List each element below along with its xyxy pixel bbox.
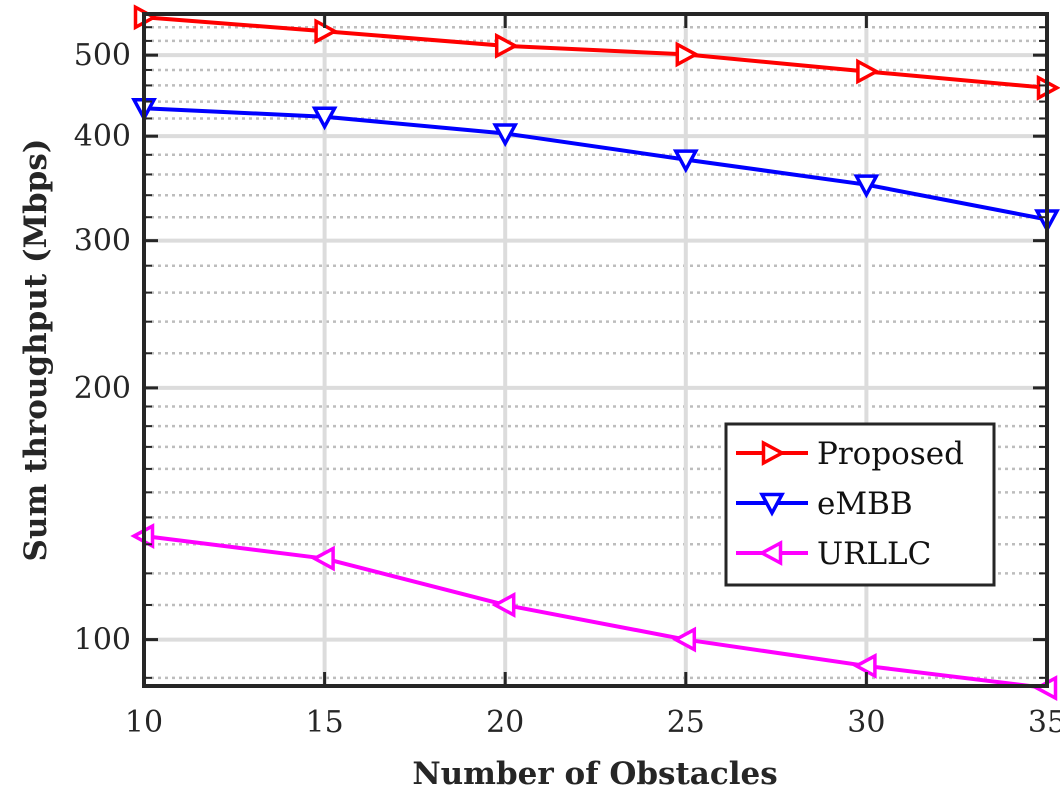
data-point-urllc bbox=[491, 592, 516, 618]
x-tick-label: 35 bbox=[1028, 705, 1060, 740]
y-tick-labels: 100 200 300 400 500 bbox=[74, 38, 131, 657]
data-point-urllc bbox=[310, 545, 335, 572]
x-tick-label: 15 bbox=[306, 705, 344, 740]
legend: Proposed eMBB URLLC bbox=[724, 422, 996, 587]
x-tick-label: 10 bbox=[125, 705, 163, 740]
series-line-embb bbox=[143, 106, 1048, 222]
legend-item-proposed: Proposed bbox=[736, 436, 964, 472]
data-point-embb bbox=[672, 149, 699, 174]
x-tick-label: 25 bbox=[667, 705, 705, 740]
series-embb bbox=[131, 97, 1060, 234]
series-line-proposed bbox=[143, 15, 1048, 90]
series-line-urllc bbox=[143, 534, 1048, 691]
series-layer bbox=[130, 4, 1060, 702]
legend-marker-embb bbox=[759, 492, 785, 517]
legend-label-embb: eMBB bbox=[817, 486, 913, 522]
y-axis-label: Sum throughput (Mbps) bbox=[18, 139, 54, 562]
data-point-proposed bbox=[856, 58, 881, 85]
tick-marks bbox=[142, 13, 1049, 686]
data-point-embb bbox=[492, 123, 519, 148]
plot-frame bbox=[142, 12, 1049, 688]
x-tick-label: 30 bbox=[847, 705, 885, 740]
data-point-urllc bbox=[672, 626, 697, 653]
data-point-embb bbox=[311, 106, 338, 131]
y-tick-label: 500 bbox=[74, 38, 131, 73]
x-axis-label: Number of Obstacles bbox=[412, 756, 777, 792]
legend-marker-urllc bbox=[758, 540, 783, 566]
legend-label-urllc: URLLC bbox=[817, 536, 931, 572]
legend-marker-proposed bbox=[761, 440, 786, 466]
y-tick-label: 100 bbox=[74, 623, 131, 658]
data-point-embb bbox=[853, 174, 880, 199]
x-tick-labels: 10 15 20 25 30 35 bbox=[125, 705, 1060, 740]
data-point-proposed bbox=[494, 32, 519, 59]
legend-items: Proposed eMBB URLLC bbox=[736, 436, 964, 572]
x-tick-label: 20 bbox=[486, 705, 524, 740]
data-point-proposed bbox=[675, 41, 700, 68]
legend-label-proposed: Proposed bbox=[817, 436, 964, 472]
y-tick-label: 400 bbox=[74, 119, 131, 154]
legend-item-embb: eMBB bbox=[736, 486, 913, 522]
y-tick-label: 300 bbox=[74, 224, 131, 259]
data-point-urllc bbox=[852, 652, 877, 679]
legend-item-urllc: URLLC bbox=[736, 536, 931, 572]
y-tick-label: 200 bbox=[74, 371, 131, 406]
